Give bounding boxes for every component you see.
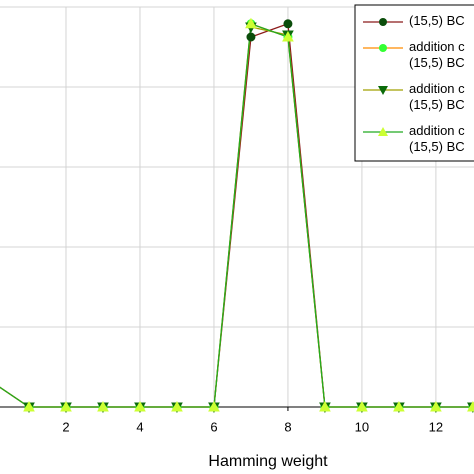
x-axis-label: Hamming weight	[208, 453, 328, 470]
marker	[134, 400, 146, 412]
legend-marker	[379, 18, 387, 26]
marker	[467, 400, 474, 412]
marker	[319, 400, 331, 412]
x-tick-label: 10	[355, 419, 369, 434]
marker	[208, 400, 220, 412]
x-tick-label: 6	[210, 419, 217, 434]
marker	[430, 400, 442, 412]
marker	[393, 400, 405, 412]
marker	[246, 32, 256, 42]
legend-marker	[378, 127, 388, 136]
marker	[283, 19, 293, 29]
marker	[60, 400, 72, 412]
legend-marker	[378, 86, 388, 95]
legend: (15,5) BC addition c (15,5) BC addition c (1…	[354, 4, 474, 162]
plot	[0, 17, 474, 414]
legend-label: addition c (15,5) BC	[409, 81, 465, 112]
x-tick-label: 12	[429, 419, 443, 434]
x-tick-label: 2	[62, 419, 69, 434]
legend-label: addition c (15,5) BC	[409, 39, 465, 70]
series-line	[0, 22, 473, 408]
legend-label: (15,5) BC	[409, 13, 465, 28]
x-tick-label: 4	[136, 419, 143, 434]
legend-label: addition c (15,5) BC	[409, 123, 465, 154]
marker	[282, 30, 294, 42]
marker	[97, 400, 109, 412]
marker	[171, 400, 183, 412]
marker	[356, 400, 368, 412]
marker	[245, 17, 257, 29]
legend-marker	[379, 44, 387, 52]
marker	[23, 400, 35, 412]
x-tick-label: 8	[284, 419, 291, 434]
legend-box	[354, 4, 474, 162]
